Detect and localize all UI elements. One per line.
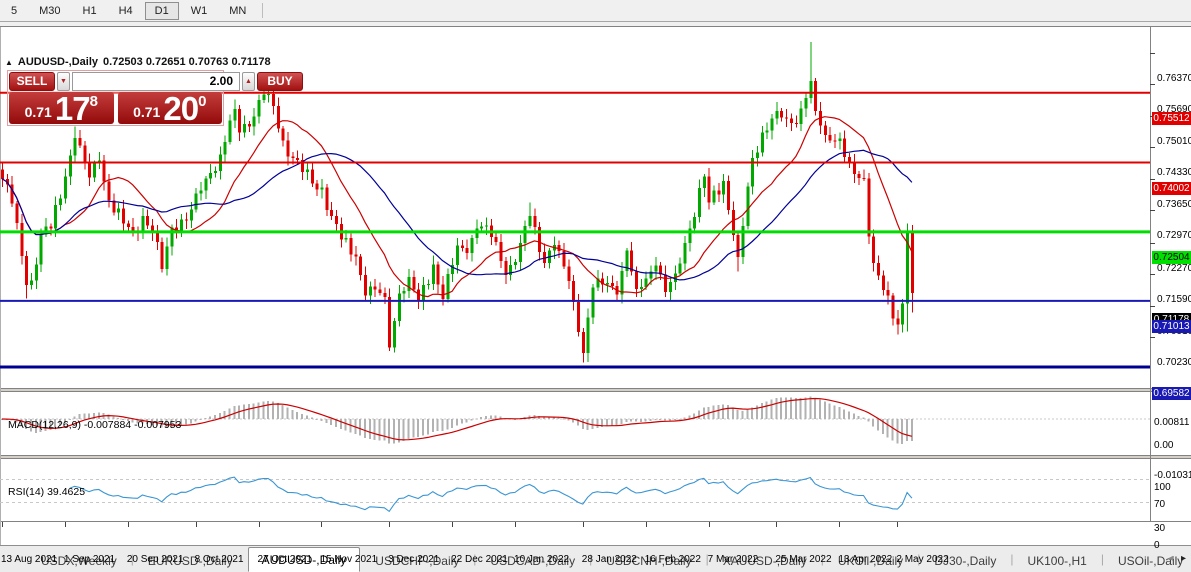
arrow-up-icon: ▲ xyxy=(245,77,252,85)
chart-symbol-label: AUDUSD-,Daily xyxy=(17,56,98,68)
buy-button[interactable]: BUY xyxy=(257,72,303,91)
date-tick-label: 25 Mar 2022 xyxy=(775,554,832,565)
sell-price-button[interactable]: 0.71 17 8 xyxy=(9,90,114,127)
price-tick-label: 0.72270 xyxy=(1157,262,1191,274)
chart-window: ▲ AUDUSD-,Daily 0.72503 0.72651 0.70763 … xyxy=(0,26,1191,565)
period-button-h1[interactable]: H1 xyxy=(82,4,97,17)
price-badge-0.69582: 0.69582 xyxy=(1152,386,1191,400)
date-tick-label: 22 Dec 2021 xyxy=(451,554,508,565)
arrow-down-icon: ▼ xyxy=(60,77,67,85)
price-tick-label: 0.71590 xyxy=(1157,294,1191,306)
price-badge-0.71013: 0.71013 xyxy=(1152,320,1191,334)
period-button-5[interactable]: 5 xyxy=(11,4,18,17)
chart-title: ▲ AUDUSD-,Daily 0.72503 0.72651 0.70763 … xyxy=(5,56,271,68)
period-button-mn[interactable]: MN xyxy=(229,4,247,17)
date-tick-label: 3 Dec 2021 xyxy=(388,554,440,565)
price-badge-0.75512: 0.75512 xyxy=(1152,112,1191,126)
sell-price-prefix: 0.71 xyxy=(24,104,52,120)
price-badge-0.72504: 0.72504 xyxy=(1152,251,1191,265)
volume-decrease-button[interactable]: ▼ xyxy=(57,72,70,91)
date-tick-label: 27 Oct 2021 xyxy=(257,554,312,565)
rsi-axis-label: 0 xyxy=(1154,540,1160,551)
period-button-m30[interactable]: M30 xyxy=(39,4,61,17)
date-tick-label: 8 Oct 2021 xyxy=(194,554,244,565)
tab-scroll-arrows: ◂ ▸ xyxy=(1168,553,1186,564)
date-tick-label: 15 Nov 2021 xyxy=(320,554,378,565)
tab-ukoil-daily[interactable]: UKOil-,Daily xyxy=(837,554,904,568)
chart-tab-bar: USDX,Weekly | EURUSD-,Daily AUDUSD-,Daily US… xyxy=(0,545,1191,572)
tab-divider: | xyxy=(1100,552,1104,566)
date-tick-label: 7 Mar 2022 xyxy=(707,554,759,565)
buy-price-prefix: 0.71 xyxy=(133,104,161,120)
tab-eurusd-daily[interactable]: EURUSD-,Daily xyxy=(147,554,233,568)
tab-usdx-weekly[interactable]: USDX,Weekly xyxy=(41,554,117,568)
macd-axis-label: -0.010315 xyxy=(1154,469,1191,481)
sell-price-big: 17 xyxy=(54,90,91,127)
date-tick-label: 1 Sep 2021 xyxy=(63,554,116,565)
price-tick-label: 0.74330 xyxy=(1157,167,1191,179)
price-tick-label: 0.72970 xyxy=(1157,230,1191,242)
period-button-h4[interactable]: H4 xyxy=(118,4,133,17)
date-tick-label: 10 Jan 2022 xyxy=(514,554,570,565)
collapse-panel-icon[interactable]: ▲ xyxy=(5,57,13,67)
rsi-indicator-label: RSI(14) 39.4625 xyxy=(8,486,86,498)
tab-divider: | xyxy=(1010,552,1014,566)
volume-input[interactable] xyxy=(72,72,240,91)
price-tick-label: 0.76370 xyxy=(1157,73,1191,84)
volume-increase-button[interactable]: ▲ xyxy=(242,72,255,91)
tab-usdcnh-daily[interactable]: USDCNH-,Daily xyxy=(606,554,692,568)
tab-divider: | xyxy=(820,552,824,566)
buy-price-sup: 0 xyxy=(198,93,207,110)
date-tick-label: 16 Feb 2022 xyxy=(644,554,701,565)
tab-usdchf-daily[interactable]: USDCHF-,Daily xyxy=(375,554,460,568)
price-tick-label: 0.75010 xyxy=(1157,135,1191,147)
period-button-d1[interactable]: D1 xyxy=(144,1,179,20)
price-badge-0.74002: 0.74002 xyxy=(1152,182,1191,196)
tab-divider: | xyxy=(130,552,134,566)
date-tick-label: 13 Aug 2021 xyxy=(1,554,58,565)
tab-divider: | xyxy=(589,552,593,566)
one-click-trade-panel: SELL ▼ ▲ BUY 0.71 17 8 0.71 20 0 xyxy=(7,70,303,127)
tab-usdcad-daily[interactable]: USDCAD-,Daily xyxy=(490,554,576,568)
tab-xauusd-daily[interactable]: XAUUSD-,Daily xyxy=(722,554,807,568)
tab-divider: | xyxy=(705,552,709,566)
rsi-axis-label: 100 xyxy=(1154,482,1171,493)
tab-uk100-h1[interactable]: UK100-,H1 xyxy=(1027,554,1087,568)
sell-price-sup: 8 xyxy=(89,93,98,110)
chart-ohlc-values: 0.72503 0.72651 0.70763 0.71178 xyxy=(103,56,271,68)
rsi-axis-label: 30 xyxy=(1154,522,1166,534)
scroll-right-icon[interactable]: ▸ xyxy=(1180,553,1186,564)
date-tick-label: 2 May 2022 xyxy=(896,554,949,565)
tab-audusd-daily[interactable]: AUDUSD-,Daily xyxy=(247,547,361,572)
period-button-w1[interactable]: W1 xyxy=(190,4,208,17)
macd-indicator-label: MACD(12,26,9) -0.007884 -0.007953 xyxy=(8,419,182,431)
price-tick-label: 0.70230 xyxy=(1157,357,1191,369)
price-tick-label: 0.73650 xyxy=(1157,198,1191,210)
period-toolbar: 5 M30 H1 H4 D1 W1 MN xyxy=(0,0,1191,22)
macd-axis-label: 0.00 xyxy=(1154,440,1174,451)
tab-usoil-daily[interactable]: USOil-,Daily xyxy=(1117,554,1184,568)
toolbar-separator xyxy=(262,3,264,18)
date-tick-label: 13 Apr 2022 xyxy=(838,554,893,565)
sell-button[interactable]: SELL xyxy=(9,72,55,91)
scroll-left-icon[interactable]: ◂ xyxy=(1167,553,1173,564)
tab-dj30-daily[interactable]: DJ30-,Daily xyxy=(934,554,997,568)
macd-axis-label: 0.00811 xyxy=(1154,416,1190,428)
date-tick-label: 20 Sep 2021 xyxy=(126,554,184,565)
buy-price-button[interactable]: 0.71 20 0 xyxy=(117,90,222,127)
price-tick-label: 0.75690 xyxy=(1157,104,1191,116)
rsi-axis-label: 70 xyxy=(1154,499,1166,511)
buy-price-big: 20 xyxy=(163,90,199,127)
tab-divider: | xyxy=(473,552,477,566)
date-tick-label: 28 Jan 2022 xyxy=(581,554,637,565)
tab-divider: | xyxy=(917,552,921,566)
